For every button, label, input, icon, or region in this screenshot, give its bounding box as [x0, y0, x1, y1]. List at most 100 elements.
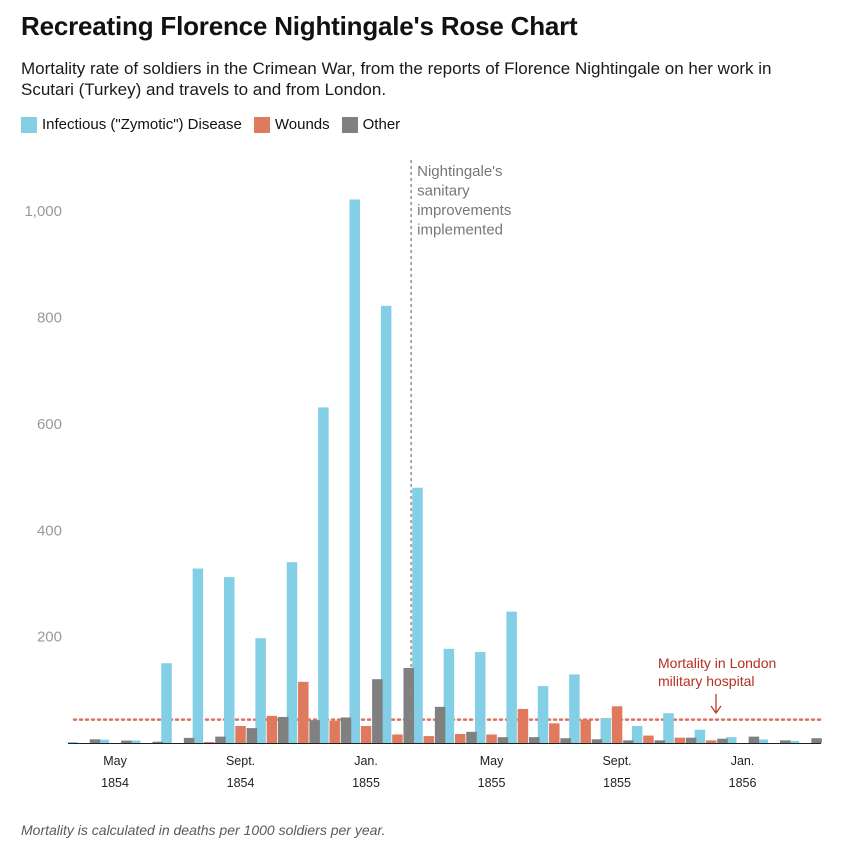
y-tick-label: 1,000 [24, 203, 62, 220]
x-tick-month: Sept. [226, 754, 255, 768]
bar-other [403, 668, 414, 743]
sanitary-annotation-line: implemented [417, 222, 503, 239]
legend-item-wounds: Wounds [253, 116, 330, 133]
legend-label-other: Other [362, 116, 401, 133]
bar-zymotic [506, 611, 517, 743]
bar-wounds [611, 706, 623, 743]
bar-zymotic [412, 487, 423, 743]
bar-zymotic [694, 729, 706, 743]
x-tick-month: Sept. [602, 754, 631, 768]
bar-zymotic [788, 740, 800, 743]
bar-zymotic [286, 562, 298, 743]
sanitary-annotation-line: sanitary [417, 183, 470, 200]
bar-zymotic [663, 713, 674, 743]
x-tick-year: 1855 [352, 776, 380, 790]
bar-zymotic [192, 568, 204, 743]
bar-wounds [235, 725, 246, 743]
bar-zymotic [600, 718, 612, 743]
chart-subtitle: Mortality rate of soldiers in the Crimea… [21, 59, 772, 99]
bar-other [560, 738, 571, 743]
bar-other [685, 737, 697, 743]
x-tick-year: 1855 [478, 776, 506, 790]
bar-wounds [454, 733, 466, 743]
y-tick-label: 400 [37, 522, 62, 539]
bar-other [277, 716, 289, 743]
bar-zymotic [569, 674, 580, 743]
sanitary-annotation-line: Nightingale's [417, 163, 502, 180]
bar-zymotic [380, 305, 392, 743]
bar-other [183, 737, 195, 743]
y-tick-label: 200 [37, 629, 62, 646]
x-tick-year: 1854 [227, 776, 255, 790]
bar-zymotic [475, 652, 486, 743]
bar-other [528, 737, 540, 743]
london-annotation-line: military hospital [658, 673, 754, 689]
bar-other [497, 737, 509, 743]
bar-other [434, 706, 446, 743]
x-tick-month: May [103, 754, 127, 768]
bar-other [121, 740, 132, 743]
legend: Infectious ("Zymotic") Disease Wounds Ot… [21, 116, 412, 133]
chart-title: Recreating Florence Nightingale's Rose C… [21, 11, 578, 41]
london-arrow-head [710, 705, 722, 715]
x-tick-year: 1856 [729, 776, 757, 790]
bar-other [246, 728, 258, 743]
bar-other [89, 739, 101, 743]
bar-wounds [486, 734, 497, 743]
bar-other [152, 741, 163, 743]
bar-other [466, 731, 477, 743]
y-tick-label: 800 [37, 310, 62, 327]
bar-wounds [423, 736, 435, 743]
legend-swatch-wounds [253, 116, 270, 133]
bar-zymotic [161, 663, 172, 743]
bar-wounds [580, 719, 591, 743]
bar-zymotic [255, 638, 266, 743]
bar-other [215, 736, 226, 743]
bar-wounds [203, 742, 215, 743]
bar-wounds [705, 740, 717, 743]
bar-zymotic [318, 407, 329, 743]
bar-other [623, 740, 634, 743]
bar-zymotic [537, 686, 549, 743]
bar-zymotic [631, 725, 643, 743]
x-tick-month: May [480, 754, 504, 768]
bar-zymotic [67, 742, 78, 743]
bar-other [811, 738, 822, 743]
legend-item-other: Other [341, 116, 401, 133]
legend-label-wounds: Wounds [274, 116, 330, 133]
bar-other [748, 736, 760, 743]
london-annotation-line: Mortality in London [658, 655, 776, 671]
bar-zymotic [443, 648, 455, 743]
sanitary-annotation-line: improvements [417, 202, 511, 219]
bar-zymotic [129, 740, 141, 743]
bar-zymotic [349, 199, 361, 743]
x-tick-month: Jan. [354, 754, 378, 768]
bar-other [340, 717, 352, 743]
bar-other [654, 740, 665, 743]
bar-other [717, 738, 728, 743]
bar-wounds [643, 735, 654, 743]
bar-other [372, 679, 383, 743]
bar-zymotic [224, 577, 235, 743]
bar-wounds [329, 720, 340, 743]
bar-zymotic [98, 739, 110, 743]
legend-swatch-other [341, 116, 358, 133]
x-tick-month: Jan. [731, 754, 755, 768]
x-tick-year: 1855 [603, 776, 631, 790]
legend-item-zymotic: Infectious ("Zymotic") Disease [21, 116, 242, 133]
bar-wounds [266, 715, 278, 743]
y-tick-label: 600 [37, 416, 62, 433]
bar-wounds [549, 723, 560, 743]
legend-swatch-zymotic [21, 116, 37, 133]
bar-other [591, 739, 603, 743]
chart-footnote: Mortality is calculated in deaths per 10… [21, 822, 386, 838]
bar-zymotic [757, 739, 768, 743]
legend-label-zymotic: Infectious ("Zymotic") Disease [42, 116, 242, 133]
bar-other [779, 740, 791, 743]
bar-wounds [392, 734, 403, 743]
x-tick-year: 1854 [101, 776, 129, 790]
bar-wounds [360, 725, 372, 743]
bar-other [309, 720, 320, 743]
bar-wounds [517, 708, 529, 743]
bar-wounds [298, 681, 309, 743]
